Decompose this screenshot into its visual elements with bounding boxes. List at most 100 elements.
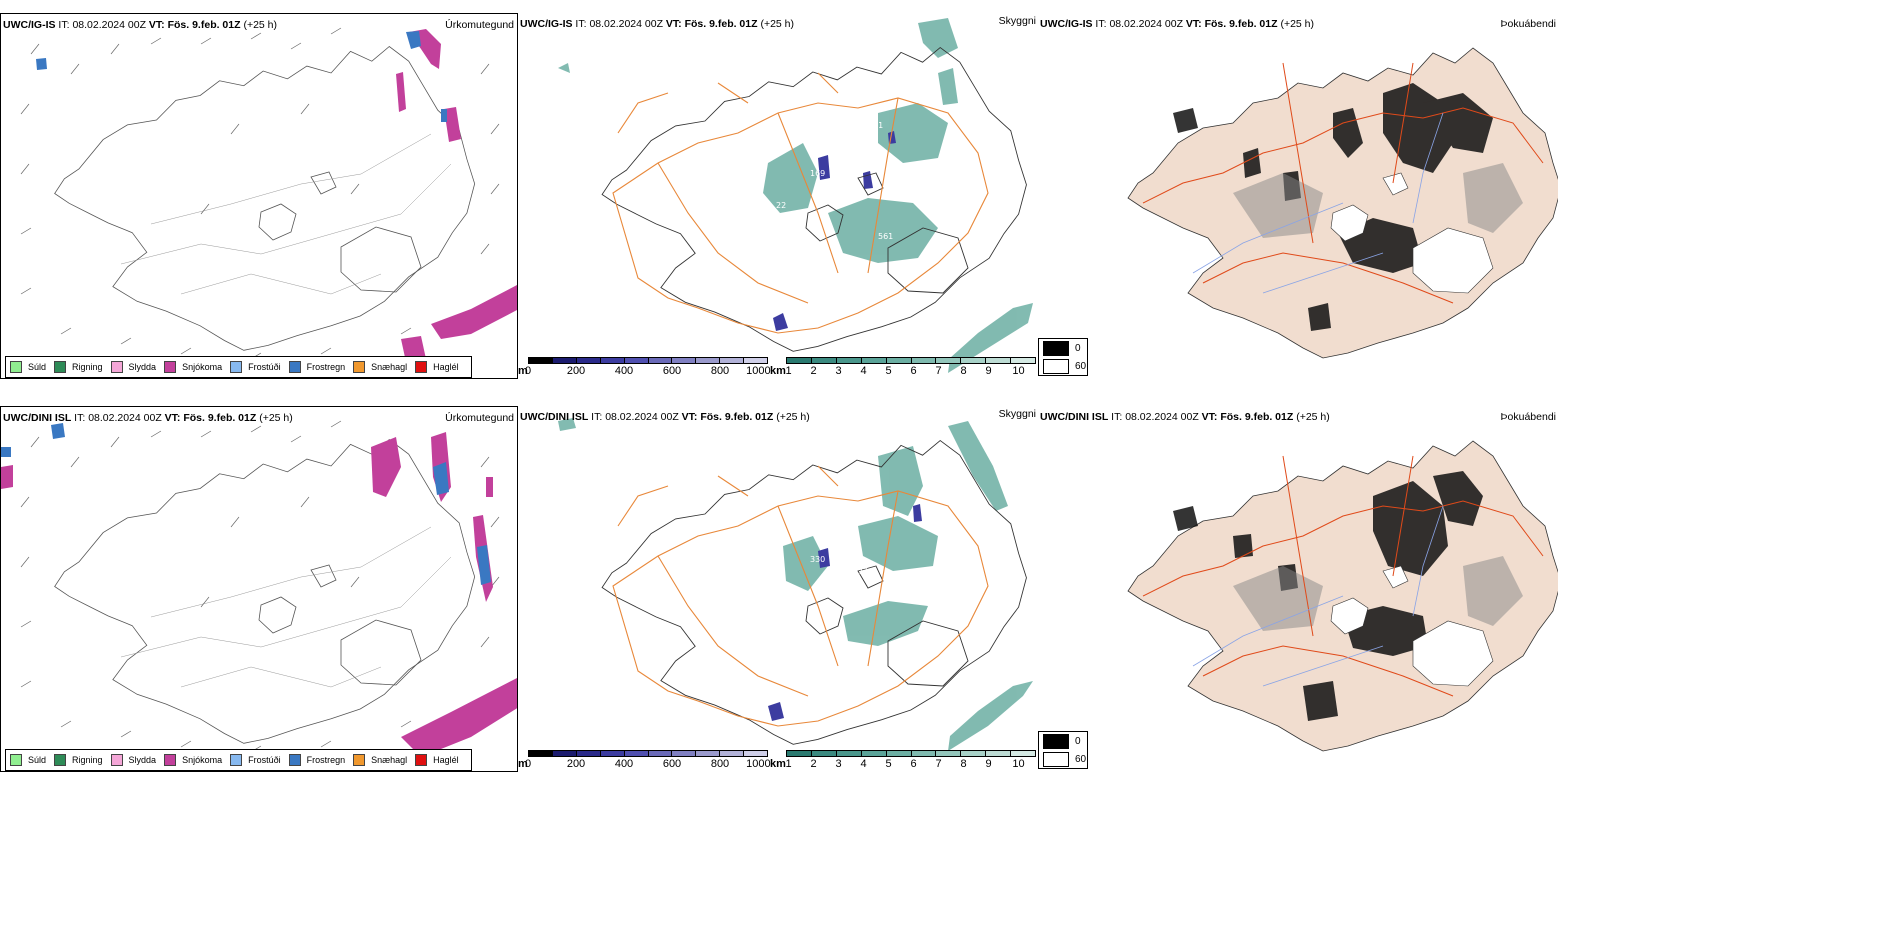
- legend-label: Snjókoma: [182, 362, 223, 372]
- tick-label: 8: [960, 365, 967, 377]
- fog-legend-item: 0: [1039, 732, 1087, 750]
- tick-label: 4: [860, 758, 867, 770]
- vt-value: Fös. 9.feb. 01Z: [1220, 411, 1294, 423]
- panel-header: UWC/DINI ISL IT: 08.02.2024 00Z VT: Fös.…: [520, 411, 810, 423]
- legend-label: Rigning: [72, 755, 103, 765]
- legend-item: Snæhagl: [353, 361, 407, 373]
- precip-legend: Súld Rigning Slydda Snjókoma Frostúði Fr…: [5, 356, 472, 378]
- ceiling-colorbar-strip: [528, 357, 768, 364]
- legend-label: Súld: [28, 362, 47, 372]
- legend-swatch: [288, 754, 301, 766]
- legend-item: Haglél: [415, 754, 459, 766]
- model-name: UWC/IG-IS: [520, 18, 573, 30]
- vt-label: VT:: [1185, 18, 1202, 30]
- it-label: IT:: [74, 412, 86, 424]
- panel-title: Skyggni: [998, 408, 1036, 420]
- tick-label: 7: [935, 365, 942, 377]
- legend-swatch: [230, 754, 243, 766]
- precip-type-panel-top: UWC/IG-IS IT: 08.02.2024 00Z VT: Fös. 9.…: [0, 13, 518, 379]
- legend-item: Frostúði: [230, 754, 281, 766]
- tick-label: 1000: [746, 365, 771, 377]
- tick-label: 400: [614, 758, 634, 770]
- vis-unit: km: [770, 365, 786, 377]
- tick-label: 600: [662, 758, 682, 770]
- fog-legend: 0 60: [1038, 731, 1088, 769]
- visibility-panel-bottom: 330 72 UWC/DINI ISL IT: 08.02.2024 00Z V…: [518, 406, 1038, 774]
- legend-item: Haglél: [415, 361, 459, 373]
- vt-label: VT:: [1201, 411, 1218, 423]
- vis-label: 72: [858, 567, 868, 576]
- model-name: UWC/DINI ISL: [3, 412, 72, 424]
- model-name: UWC/IG-IS: [1040, 18, 1093, 30]
- tick-label: 400: [614, 365, 634, 377]
- panel-header: UWC/IG-IS IT: 08.02.2024 00Z VT: Fös. 9.…: [3, 19, 277, 31]
- fog-swatch: [1043, 358, 1069, 374]
- tick-label: 800: [710, 365, 730, 377]
- vt-label: VT:: [665, 18, 682, 30]
- legend-swatch: [54, 754, 67, 766]
- vt-value: Fös. 9.feb. 01Z: [167, 19, 241, 31]
- it-value: 08.02.2024 00Z: [72, 19, 146, 31]
- legend-item: Snjókoma: [164, 361, 222, 373]
- fog-legend-item: 0: [1039, 339, 1087, 357]
- it-label: IT:: [1095, 18, 1107, 30]
- vt-value: Fös. 9.feb. 01Z: [1204, 18, 1278, 30]
- tick-label: 9: [985, 365, 992, 377]
- tick-label: 3: [835, 758, 842, 770]
- tick-label: 8: [960, 758, 967, 770]
- fog-map-bottom: [1038, 406, 1558, 774]
- lead-time: (+25 h): [1280, 18, 1315, 30]
- vis-label: 361: [868, 121, 883, 130]
- vis-colorbar: 1 2 3 4 5 6 7 8 9 10: [785, 750, 1036, 774]
- it-label: IT:: [575, 18, 587, 30]
- legend-label: Frostregn: [306, 755, 346, 765]
- vt-label: VT:: [681, 411, 698, 423]
- tick-label: 7: [935, 758, 942, 770]
- legend-item: Snjókoma: [164, 754, 222, 766]
- vis-label: 169: [810, 169, 825, 178]
- legend-label: Frostregn: [306, 362, 346, 372]
- it-label: IT:: [591, 411, 603, 423]
- precip-type-panel-bottom: UWC/DINI ISL IT: 08.02.2024 00Z VT: Fös.…: [0, 406, 518, 772]
- tick-label: 3: [835, 365, 842, 377]
- legend-item: Súld: [10, 754, 46, 766]
- precip-type-map-bottom: [1, 407, 517, 771]
- legend-swatch: [110, 754, 123, 766]
- fog-legend-label: 60: [1075, 360, 1087, 372]
- tick-label: 200: [566, 365, 586, 377]
- vt-value: Fös. 9.feb. 01Z: [700, 411, 774, 423]
- vis-colorbar-strip: [786, 750, 1036, 757]
- vis-label: 330: [810, 555, 825, 564]
- ceiling-unit: m: [518, 758, 528, 770]
- fog-swatch: [1043, 751, 1069, 767]
- it-value: 08.02.2024 00Z: [589, 18, 663, 30]
- legend-swatch: [353, 361, 366, 373]
- fog-legend: 0 60: [1038, 338, 1088, 376]
- panel-header: UWC/IG-IS IT: 08.02.2024 00Z VT: Fös. 9.…: [520, 18, 794, 30]
- vt-label: VT:: [148, 19, 165, 31]
- tick-label: 4: [860, 365, 867, 377]
- model-name: UWC/DINI ISL: [1040, 411, 1109, 423]
- lead-time: (+25 h): [1296, 411, 1330, 423]
- it-value: 08.02.2024 00Z: [605, 411, 679, 423]
- tick-label: 5: [885, 365, 892, 377]
- lead-time: (+25 h): [760, 18, 795, 30]
- fog-panel-bottom: UWC/DINI ISL IT: 08.02.2024 00Z VT: Fös.…: [1038, 406, 1558, 774]
- legend-swatch: [230, 361, 243, 373]
- ceiling-colorbar-strip: [528, 750, 768, 757]
- legend-item: Frostúði: [230, 361, 281, 373]
- panel-title: Þokuábendi: [1500, 411, 1556, 423]
- tick-label: 800: [710, 758, 730, 770]
- legend-label: Frostúði: [248, 755, 281, 765]
- legend-item: Rigning: [54, 361, 103, 373]
- visibility-panel-top: 169 361 30 561 22 UWC/IG-IS IT: 08.02.20…: [518, 13, 1038, 381]
- tick-label: 6: [910, 365, 917, 377]
- fog-panel-top: UWC/IG-IS IT: 08.02.2024 00Z VT: Fös. 9.…: [1038, 13, 1558, 381]
- vis-label: 561: [878, 232, 893, 241]
- fog-legend-item: 60: [1039, 357, 1087, 375]
- legend-label: Haglél: [433, 362, 459, 372]
- legend-item: Súld: [10, 361, 46, 373]
- tick-label: 2: [810, 365, 817, 377]
- fog-legend-label: 0: [1075, 735, 1081, 747]
- model-name: UWC/IG-IS: [3, 19, 56, 31]
